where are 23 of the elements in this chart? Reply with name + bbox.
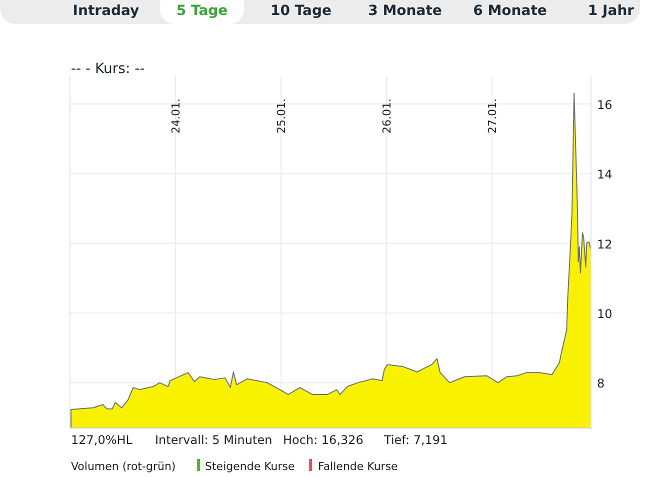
text: 3 Monate [368, 3, 442, 19]
y-tick-label: 12 [597, 237, 612, 252]
x-tick-label: 24.01. [169, 98, 182, 134]
text: 6 Monate [473, 3, 547, 19]
text: Hoch: 16,326 [283, 433, 364, 447]
y-tick-label: 10 [597, 306, 612, 321]
x-tick-label: 26.01. [380, 98, 394, 134]
y-tick-label: 8 [597, 376, 605, 391]
x-tick-label: 25.01. [274, 98, 288, 134]
text: Fallende Kurse [318, 460, 398, 473]
chart-title: -- - Kurs: -- [71, 61, 145, 77]
text: 5 Tage [176, 3, 228, 19]
text: 127,0%HL [71, 433, 133, 447]
y-tick-label: 14 [597, 168, 612, 182]
x-tick-label: 27.01. [486, 98, 499, 134]
y-tick-label: 16 [597, 98, 612, 112]
text: Steigende Kurse [205, 460, 295, 473]
text: Intervall: 5 Minuten [155, 433, 272, 447]
text: Intraday [72, 3, 140, 19]
text: 10 Tage [270, 3, 332, 19]
text: 1 Jahr [588, 3, 634, 19]
text: Volumen (rot-grün) [71, 460, 176, 473]
text: Tief: 7,191 [383, 433, 448, 447]
